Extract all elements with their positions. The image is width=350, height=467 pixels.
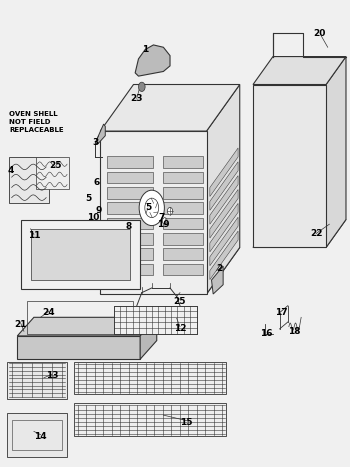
Polygon shape	[253, 57, 346, 85]
Text: 5: 5	[85, 194, 92, 203]
Text: 17: 17	[275, 308, 288, 317]
Text: 24: 24	[42, 308, 55, 317]
Text: 12: 12	[174, 325, 186, 333]
Text: 5: 5	[145, 204, 152, 212]
Text: 18: 18	[288, 327, 301, 336]
Polygon shape	[163, 202, 203, 214]
Polygon shape	[74, 361, 226, 394]
Polygon shape	[114, 306, 197, 333]
Polygon shape	[17, 317, 157, 336]
Polygon shape	[7, 361, 67, 399]
Polygon shape	[210, 217, 238, 266]
Polygon shape	[107, 202, 153, 214]
Text: 8: 8	[125, 222, 132, 231]
Polygon shape	[9, 156, 49, 203]
Polygon shape	[210, 148, 238, 197]
Text: 9: 9	[96, 206, 102, 215]
Polygon shape	[95, 124, 105, 144]
Polygon shape	[211, 266, 223, 294]
Text: 2: 2	[217, 264, 223, 273]
Polygon shape	[206, 85, 240, 294]
Polygon shape	[107, 248, 153, 260]
Polygon shape	[163, 187, 203, 198]
Polygon shape	[21, 219, 140, 290]
Polygon shape	[107, 187, 153, 198]
Polygon shape	[163, 233, 203, 245]
Text: 13: 13	[46, 371, 58, 380]
Polygon shape	[107, 264, 153, 276]
Polygon shape	[100, 131, 206, 294]
Text: 6: 6	[94, 178, 100, 187]
Polygon shape	[163, 248, 203, 260]
Text: 19: 19	[157, 219, 170, 229]
Polygon shape	[163, 264, 203, 276]
Polygon shape	[210, 231, 238, 280]
Text: 15: 15	[180, 417, 193, 426]
Text: 16: 16	[260, 329, 273, 338]
Polygon shape	[210, 176, 238, 224]
Text: 7: 7	[159, 212, 165, 222]
Text: 20: 20	[313, 29, 326, 38]
Polygon shape	[107, 233, 153, 245]
Polygon shape	[107, 156, 153, 168]
Text: 25: 25	[174, 297, 186, 305]
Polygon shape	[100, 248, 240, 294]
Text: 14: 14	[34, 432, 47, 440]
Circle shape	[139, 82, 145, 92]
Polygon shape	[36, 156, 69, 189]
Polygon shape	[17, 336, 140, 359]
Circle shape	[145, 198, 159, 218]
Text: 21: 21	[14, 320, 27, 329]
Polygon shape	[210, 162, 238, 210]
Polygon shape	[107, 171, 153, 183]
Text: 22: 22	[310, 229, 322, 238]
Polygon shape	[210, 190, 238, 238]
Polygon shape	[30, 229, 130, 280]
Text: 1: 1	[142, 45, 148, 54]
Polygon shape	[74, 403, 226, 436]
Polygon shape	[107, 218, 153, 229]
Polygon shape	[253, 85, 326, 248]
Text: 4: 4	[7, 166, 14, 175]
Text: 23: 23	[131, 94, 143, 103]
Text: 25: 25	[49, 162, 62, 170]
Circle shape	[162, 218, 167, 224]
Polygon shape	[163, 171, 203, 183]
Circle shape	[167, 207, 173, 215]
Polygon shape	[140, 317, 157, 359]
Polygon shape	[210, 203, 238, 252]
Polygon shape	[100, 85, 240, 131]
Polygon shape	[326, 57, 346, 248]
Polygon shape	[135, 45, 170, 76]
Circle shape	[139, 190, 164, 226]
Polygon shape	[163, 218, 203, 229]
Text: 3: 3	[92, 138, 98, 147]
Polygon shape	[163, 156, 203, 168]
Text: 11: 11	[28, 231, 40, 241]
Polygon shape	[7, 413, 67, 457]
Polygon shape	[253, 219, 346, 248]
Text: OVEN SHELL
NOT FIELD
REPLACEABLE: OVEN SHELL NOT FIELD REPLACEABLE	[9, 111, 64, 133]
Text: 10: 10	[88, 212, 100, 222]
